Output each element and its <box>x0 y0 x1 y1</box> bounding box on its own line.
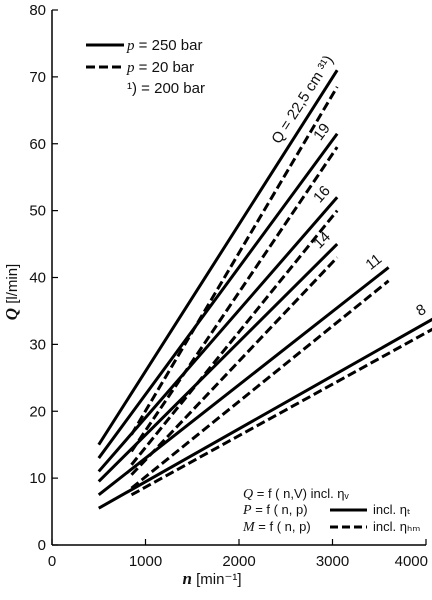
series-label: 16 <box>310 183 334 207</box>
formula-legend: Q = f ( n,V) incl. ηᵥ P = f ( n, p) incl… <box>242 486 420 535</box>
y-tick-label: 0 <box>38 537 46 554</box>
y-tick-label: 30 <box>29 336 46 353</box>
y-tick-label: 40 <box>29 270 46 287</box>
x-tick-label: 3000 <box>316 553 349 570</box>
y-axis-title: Q [l/min] <box>2 264 21 320</box>
x-axis-title: n [min⁻¹] <box>182 569 241 588</box>
series-line-11-dashed <box>130 327 432 497</box>
formula-p-note: incl. ηₜ <box>373 502 411 517</box>
series-line-4-solid <box>97 196 339 473</box>
series-line-7-dashed <box>130 256 339 476</box>
y-tick-label: 70 <box>29 69 46 86</box>
formula-q: Q = f ( n,V) incl. ηᵥ <box>243 486 350 502</box>
series-line-2-solid <box>97 132 339 459</box>
y-tick-label: 50 <box>29 203 46 220</box>
series-label: 14 <box>310 228 334 252</box>
y-tick-label: 80 <box>29 2 46 19</box>
series-line-5-dashed <box>130 209 339 466</box>
series-line-1-dashed <box>130 86 339 436</box>
legend: p = 250 bar p = 20 bar ¹) = 200 bar <box>86 37 205 97</box>
series-label: 11 <box>362 251 385 274</box>
series-label: 8 <box>413 301 429 320</box>
formula-p: P = f ( n, p) <box>242 502 308 518</box>
series-line-9-dashed <box>130 279 390 490</box>
x-tick-label: 4000 <box>395 553 428 570</box>
series-line-0-solid <box>97 69 339 446</box>
x-tick-label: 1000 <box>129 553 162 570</box>
chart-axes: 0 10 20 30 40 50 60 70 80 0 1000 2000 3000 4000 <box>29 2 428 570</box>
x-tick-label: 2000 <box>222 553 255 570</box>
y-tick-label: 20 <box>29 403 46 420</box>
series-line-6-solid <box>97 242 339 483</box>
series-line-10-solid <box>98 317 432 510</box>
x-tick-label: 0 <box>48 553 56 570</box>
series-lines <box>97 69 432 510</box>
formula-m-note: incl. ηₕₘ <box>373 519 420 534</box>
y-tick-label: 10 <box>29 470 46 487</box>
formula-m: M = f ( n, p) <box>242 519 311 535</box>
y-tick-label: 60 <box>29 136 46 153</box>
legend-entry-2: ¹) = 200 bar <box>127 80 205 97</box>
series-line-8-solid <box>97 266 390 497</box>
series-label: 19 <box>310 120 334 144</box>
series-line-3-dashed <box>130 146 339 453</box>
legend-entry-1: p = 20 bar <box>126 59 194 76</box>
legend-entry-0: p = 250 bar <box>126 37 202 54</box>
